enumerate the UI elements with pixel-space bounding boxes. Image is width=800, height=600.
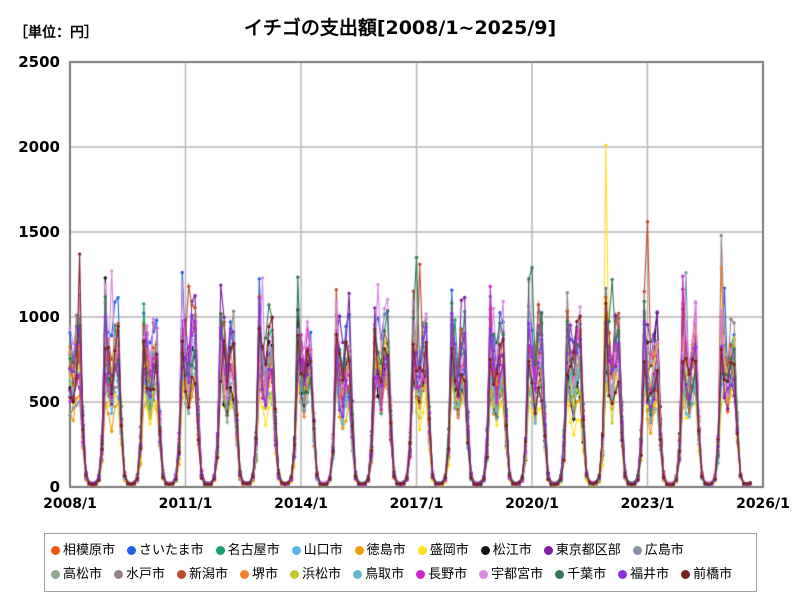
legend-label: 福井市 <box>630 566 670 582</box>
legend-swatch-icon <box>632 545 642 555</box>
x-tick-label: 2011/1 <box>158 496 213 512</box>
legend-swatch-icon <box>290 569 300 579</box>
legend-item: 宇都宮市 <box>479 568 543 581</box>
legend-item: 浜松市 <box>290 568 341 581</box>
legend-row: 相模原市 さいたま市 名古屋市 山口市 徳島市 盛岡市 松江市 東京都区部 広島市 <box>51 538 750 562</box>
legend-swatch-icon <box>127 545 137 555</box>
legend-row: 高松市 水戸市 新潟市 堺市 浜松市 鳥取市 長野市 宇都宮市 千葉市 福井市 前橋市 <box>51 562 750 586</box>
legend-swatch-icon <box>354 545 364 555</box>
legend-item: さいたま市 <box>127 544 204 557</box>
legend-swatch-icon <box>240 569 250 579</box>
legend-swatch-icon <box>291 545 301 555</box>
legend-swatch-icon <box>177 569 187 579</box>
legend-swatch-icon <box>417 545 427 555</box>
legend-item: 徳島市 <box>354 542 406 558</box>
legend-item: 新潟市 <box>177 568 228 581</box>
legend-item: 千葉市 <box>555 568 606 581</box>
legend-item: 水戸市 <box>114 568 165 581</box>
legend-label: 千葉市 <box>567 566 607 582</box>
legend-label: 浜松市 <box>302 566 342 582</box>
legend-item: 高松市 <box>51 568 102 581</box>
legend-label: 相模原市 <box>63 542 116 558</box>
y-tick-label: 2500 <box>18 53 60 71</box>
legend-label: 盛岡市 <box>429 542 469 558</box>
legend-swatch-icon <box>480 545 490 555</box>
legend-item: 相模原市 <box>51 544 115 557</box>
legend-swatch-icon <box>114 569 124 579</box>
y-tick-label: 1500 <box>18 223 60 241</box>
legend-item: 盛岡市 <box>417 542 469 558</box>
x-tick-label: 2008/1 <box>43 496 97 512</box>
legend-label: 前橋市 <box>693 566 733 582</box>
legend-label: 堺市 <box>252 566 279 582</box>
legend-label: 新潟市 <box>189 566 229 582</box>
legend-label: 鳥取市 <box>365 566 405 582</box>
legend-swatch-icon <box>479 569 489 579</box>
legend-item: 堺市 <box>240 568 278 581</box>
y-tick-label: 0 <box>49 478 60 496</box>
legend-item: 福井市 <box>618 568 669 581</box>
legend-item: 長野市 <box>416 568 467 581</box>
legend-label: 長野市 <box>428 566 468 582</box>
legend-swatch-icon <box>618 569 628 579</box>
legend-item: 鳥取市 <box>353 568 404 581</box>
legend-swatch-icon <box>681 569 691 579</box>
x-tick-label: 2017/1 <box>389 496 444 512</box>
legend-label: 水戸市 <box>126 566 166 582</box>
legend-swatch-icon <box>51 545 60 555</box>
unit-label: ［単位：円］ <box>14 25 98 41</box>
legend-label: 松江市 <box>492 542 532 558</box>
legend-item: 東京都区部 <box>543 542 621 558</box>
chart-legend: 相模原市 さいたま市 名古屋市 山口市 徳島市 盛岡市 松江市 東京都区部 広島市高松市 水戸市 新… <box>44 533 757 592</box>
chart-title: イチゴの支出額[2008/1~2025/9] <box>243 17 557 39</box>
legend-item: 前橋市 <box>681 568 732 581</box>
legend-label: 徳島市 <box>366 542 406 558</box>
legend-item: 名古屋市 <box>215 542 280 558</box>
x-tick-label: 2026/1 <box>736 496 790 512</box>
y-tick-label: 2000 <box>18 138 60 156</box>
legend-label: 宇都宮市 <box>491 566 544 582</box>
y-tick-label: 500 <box>28 393 60 411</box>
legend-item: 松江市 <box>480 542 532 558</box>
x-tick-label: 2023/1 <box>620 496 675 512</box>
legend-label: 高松市 <box>63 566 103 582</box>
legend-swatch-icon <box>416 569 426 579</box>
legend-swatch-icon <box>215 545 225 555</box>
legend-swatch-icon <box>51 569 60 579</box>
legend-item: 広島市 <box>632 542 684 558</box>
y-tick-label: 1000 <box>18 308 60 326</box>
x-tick-label: 2014/1 <box>274 496 328 512</box>
legend-item: 山口市 <box>291 542 343 558</box>
legend-swatch-icon <box>555 569 565 579</box>
x-tick-label: 2020/1 <box>505 496 559 512</box>
legend-label: さいたま市 <box>139 542 204 558</box>
legend-swatch-icon <box>543 545 553 555</box>
legend-label: 名古屋市 <box>227 542 280 558</box>
legend-label: 広島市 <box>644 542 684 558</box>
legend-swatch-icon <box>353 569 363 579</box>
legend-label: 東京都区部 <box>555 542 621 558</box>
legend-label: 山口市 <box>303 542 343 558</box>
